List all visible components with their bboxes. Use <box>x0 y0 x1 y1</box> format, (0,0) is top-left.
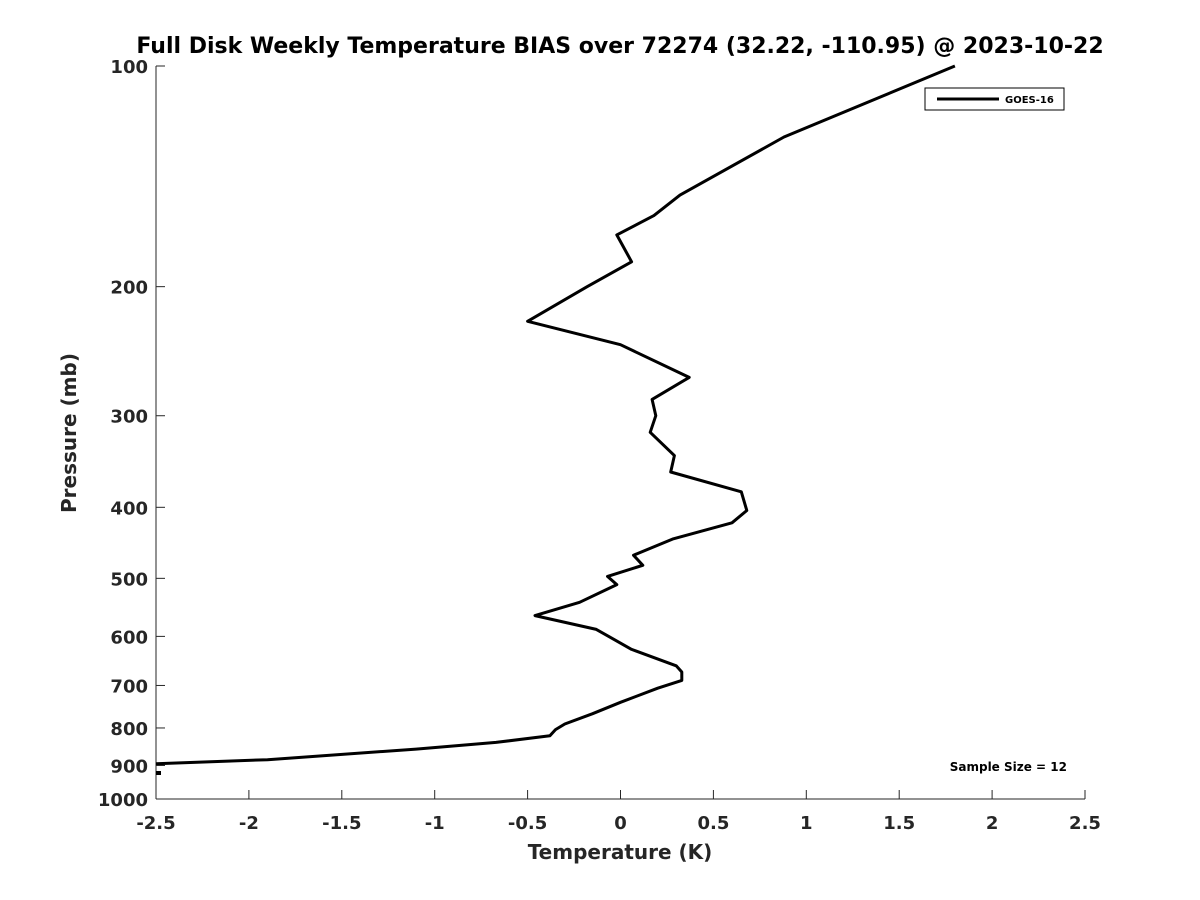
chart-title: Full Disk Weekly Temperature BIAS over 7… <box>136 34 1103 59</box>
x-axis-label: Temperature (K) <box>528 840 713 864</box>
y-axis-ticks: 100 200 300 400 500 600 700 800 900 1000 <box>98 57 165 811</box>
x-tick-label: 0.5 <box>697 813 729 834</box>
x-axis-ticks: -2.5 -2 -1.5 -1 -0.5 0 0.5 1 1.5 2 2.5 <box>136 790 1101 834</box>
x-tick-label: 1 <box>800 813 813 834</box>
axes <box>155 66 1085 800</box>
y-tick-label: 900 <box>110 756 148 777</box>
x-tick-label: -2 <box>239 813 259 834</box>
x-tick-label: -1.5 <box>322 813 361 834</box>
x-tick-label: 1.5 <box>883 813 915 834</box>
y-tick-label: 500 <box>110 569 148 590</box>
plot-area <box>156 66 1085 799</box>
x-tick-label: 2 <box>986 813 999 834</box>
y-tick-label: 800 <box>110 719 148 740</box>
legend-label-goes-16: GOES-16 <box>1005 95 1054 106</box>
x-tick-label: -1 <box>425 813 445 834</box>
small-dash-marker <box>156 771 161 775</box>
x-tick-label: -2.5 <box>136 813 175 834</box>
y-tick-label: 600 <box>110 627 148 648</box>
x-tick-label: 0 <box>614 813 627 834</box>
y-axis-label: Pressure (mb) <box>57 353 81 513</box>
sample-size-annotation: Sample Size = 12 <box>950 760 1067 774</box>
y-tick-label: 100 <box>110 57 148 78</box>
series-layer <box>155 64 956 766</box>
y-tick-label: 1000 <box>98 790 148 811</box>
y-tick-label: 700 <box>110 676 148 697</box>
y-tick-label: 300 <box>110 407 148 428</box>
y-tick-label: 200 <box>110 278 148 299</box>
x-tick-label: -0.5 <box>508 813 547 834</box>
legend: GOES-16 <box>924 87 1065 111</box>
series-line-goes-16 <box>155 64 956 766</box>
x-tick-label: 2.5 <box>1069 813 1101 834</box>
y-tick-label: 400 <box>110 498 148 519</box>
